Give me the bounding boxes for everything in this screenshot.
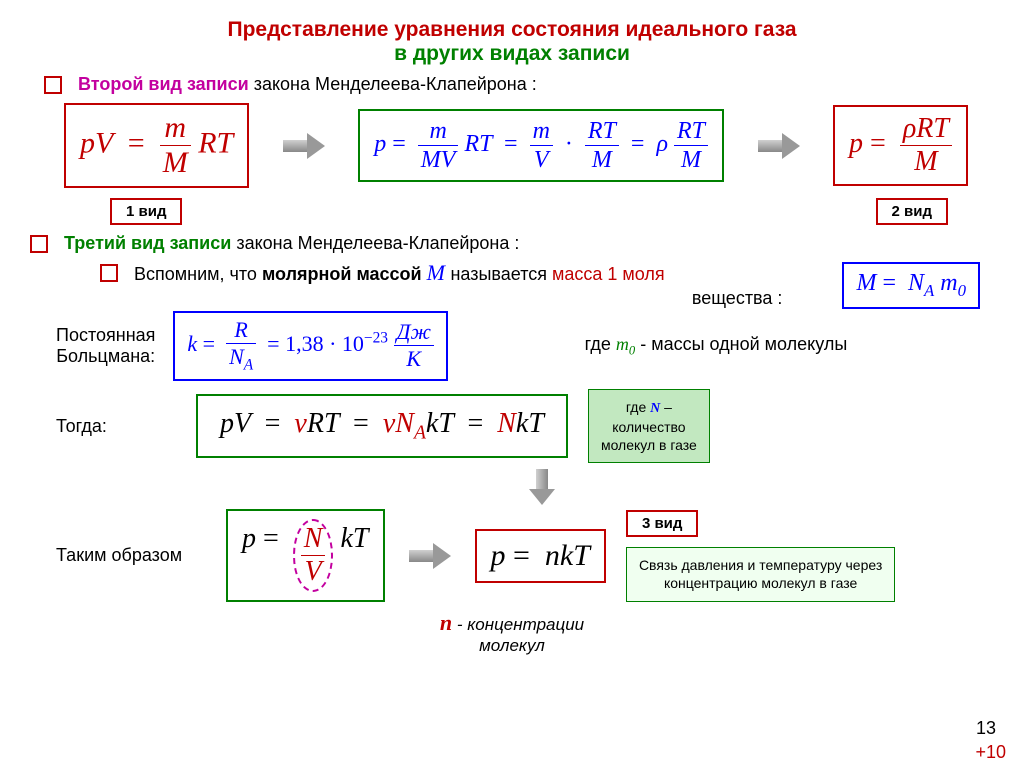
arrow-down-icon (527, 467, 557, 507)
note-where-N: где N – количество молекул в газе (588, 389, 710, 464)
arrow-right-icon (405, 541, 455, 571)
row-thus: Таким образом p = NV kT p = nkT 3 вид Св… (0, 509, 1024, 602)
arrow-right-icon (754, 131, 804, 161)
arrow-right-icon (279, 131, 329, 161)
labels-row-1: 1 вид 2 вид (0, 198, 1024, 225)
boltzmann-row: Постоянная Больцмана: k = RNA = 1,38 · 1… (0, 309, 1024, 383)
formula-p-nkT: p = nkT (475, 529, 606, 583)
formula-p-NV-kT: p = NV kT (226, 509, 385, 602)
label-vid2: 2 вид (876, 198, 948, 225)
formula-p-rhoRTM: p = ρRTM (833, 105, 968, 186)
formula-derive-rho: p = mMV RT = mV · RTM = ρ RTM (358, 109, 724, 182)
bullet-third-form: Третий вид записи закона Менделеева-Клап… (30, 233, 1024, 254)
label-vid1: 1 вид (110, 198, 182, 225)
bullet-icon (30, 235, 48, 253)
note-n-concentration: n - концентрации молекул (0, 610, 1024, 656)
formula-boltzmann: k = RNA = 1,38 · 10−23 ДжК (173, 311, 448, 381)
title-line2: в других видах записи (0, 42, 1024, 66)
formula-pv-mMRT: pV = mM RT (64, 103, 249, 188)
row-then: Тогда: pV = νRT = νNAkT = NkT где N – ко… (0, 383, 1024, 464)
bullet-icon (44, 76, 62, 94)
page-number: 13 (976, 718, 996, 739)
formula-pv-chain: pV = νRT = νNAkT = NkT (196, 394, 568, 459)
bullet-second-form: Второй вид записи закона Менделеева-Клап… (44, 74, 1024, 95)
title-line1: Представление уравнения состояния идеаль… (0, 0, 1024, 42)
plus-ten: +10 (975, 742, 1006, 763)
text-where-m0: где m0 - массы одной молекулы (448, 334, 984, 359)
formula-row-1: pV = mM RT p = mMV RT = mV · RTM = ρ RTM… (0, 99, 1024, 192)
text-veshchestva: вещества : (0, 288, 842, 309)
bullet-icon (100, 264, 118, 282)
label-vid3: 3 вид (626, 510, 698, 537)
bullet-molar-mass: Вспомним, что молярной массой М называет… (100, 260, 842, 286)
note-link-pressure: Связь давления и температуру через конце… (626, 547, 895, 601)
formula-M-Na-m0: M = NA m0 (842, 262, 980, 309)
